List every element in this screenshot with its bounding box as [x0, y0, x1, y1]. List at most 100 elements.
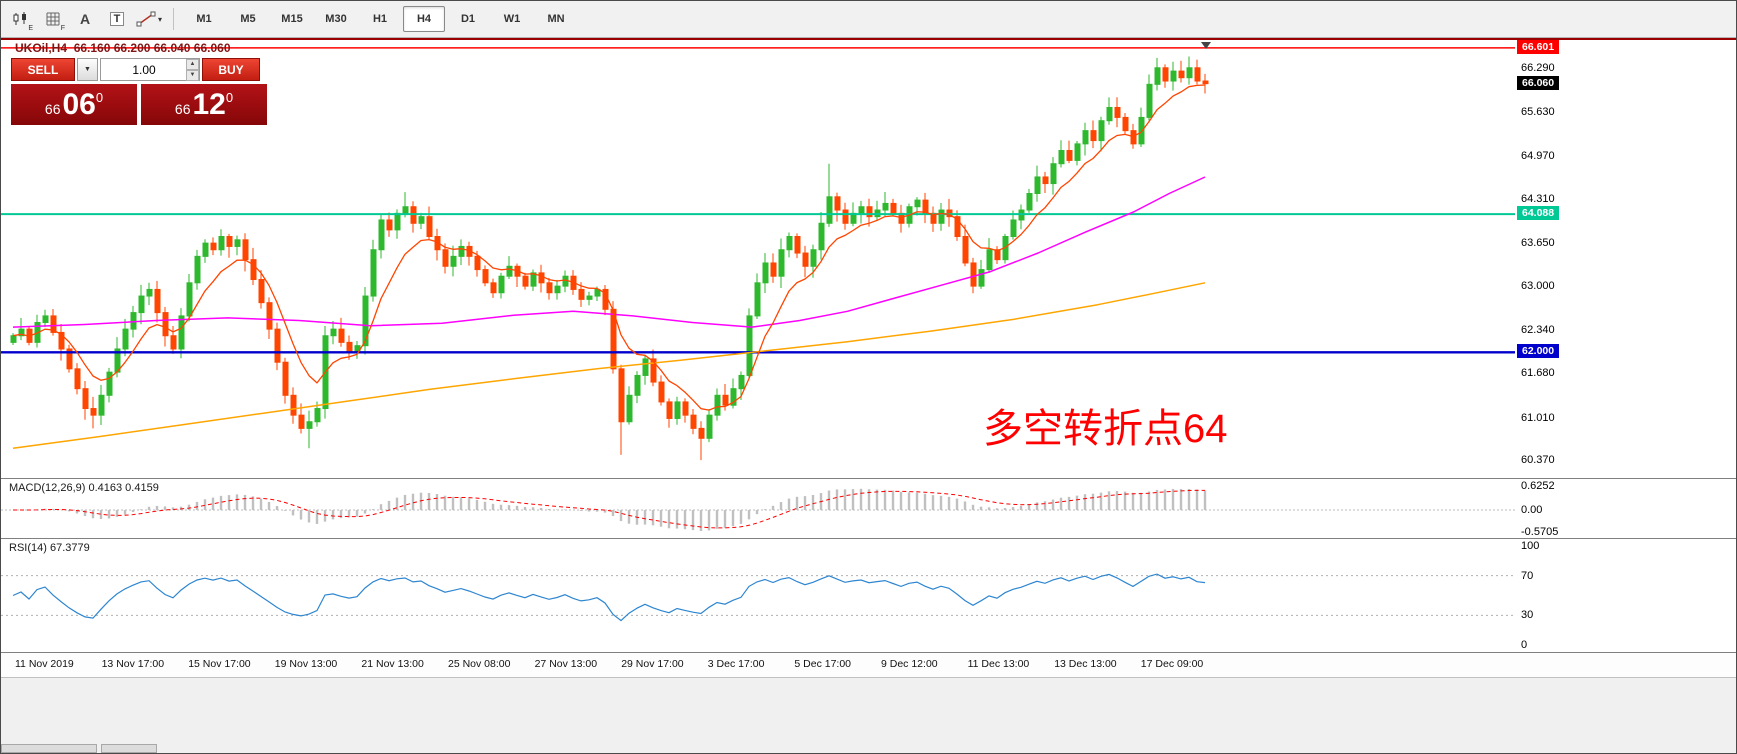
- text-template-button[interactable]: T: [102, 5, 132, 33]
- main-chart-panel[interactable]: 66.290 65.630 64.970 64.310 63.650 63.000 62.3…: [1, 38, 1736, 479]
- indicator-grid-button[interactable]: F: [38, 5, 68, 33]
- candle-body: [538, 272, 545, 284]
- candle-body: [1034, 176, 1041, 194]
- candle-body: [106, 371, 113, 396]
- timeframe-button-m5[interactable]: M5: [240, 13, 256, 25]
- timeframe-button-d1[interactable]: D1: [460, 13, 476, 25]
- line-studies-button[interactable]: ▾: [134, 5, 164, 33]
- candle-body: [954, 216, 961, 238]
- candle-body: [842, 209, 849, 224]
- rsi-chart[interactable]: [1, 539, 1515, 652]
- candle-body: [474, 255, 481, 271]
- candle-body: [434, 236, 441, 251]
- candle-body: [994, 249, 1001, 261]
- candle-body: [794, 236, 801, 254]
- volume-input[interactable]: [100, 58, 200, 81]
- candle-body: [658, 381, 665, 403]
- candle-body: [834, 196, 841, 211]
- time-axis-label: 27 Nov 13:00: [534, 658, 598, 670]
- candle-body: [1130, 130, 1137, 145]
- candle-body: [802, 252, 809, 267]
- candle-body: [218, 236, 225, 251]
- bottom-strip: [1, 678, 1736, 753]
- timeframe-button-m1[interactable]: M1: [196, 13, 212, 25]
- candle-body: [938, 209, 945, 224]
- horizontal-scrollbar-segment[interactable]: [101, 744, 157, 753]
- chart-title: UKOil,H4 66.160 66.200 66.040 66.060: [15, 41, 231, 55]
- time-axis-label: 21 Nov 13:00: [361, 658, 424, 670]
- macd-chart[interactable]: [1, 479, 1515, 538]
- timeframe-button-mn[interactable]: MN: [547, 13, 565, 25]
- candle-body: [746, 315, 753, 376]
- candle-body: [666, 401, 673, 419]
- bid-price-box[interactable]: 66 06 0: [11, 84, 137, 125]
- candle-body: [1050, 163, 1057, 185]
- candle-body: [642, 358, 649, 376]
- candle-body: [762, 262, 769, 284]
- candle-body: [618, 368, 625, 423]
- macd-panel[interactable]: MACD(12,26,9) 0.4163 0.4159 0.6252 0.00 -0…: [1, 479, 1736, 539]
- axis-label: 30: [1521, 609, 1534, 622]
- time-axis-label: 9 Dec 12:00: [881, 658, 938, 670]
- time-axis-label: 3 Dec 17:00: [707, 658, 765, 670]
- candle-body: [1122, 116, 1129, 132]
- candle-body: [274, 328, 281, 363]
- candle-body: [234, 239, 241, 247]
- candle-body: [210, 242, 217, 251]
- ask-price-sup: 0: [225, 90, 234, 105]
- axis-label: 100: [1521, 539, 1540, 552]
- candle-body: [1162, 67, 1169, 82]
- timeframe-button-h1[interactable]: H1: [372, 13, 388, 25]
- sell-button[interactable]: SELL: [11, 58, 75, 81]
- volume-spin-up-icon[interactable]: ▲: [186, 59, 199, 70]
- text-label-button[interactable]: A: [70, 5, 100, 33]
- ask-price-box[interactable]: 66 12 0: [141, 84, 267, 125]
- candle-body: [866, 206, 873, 218]
- candle-body: [986, 249, 993, 271]
- candle-body: [1066, 149, 1073, 161]
- candle-body: [970, 262, 977, 287]
- timeframe-button-h4[interactable]: H4: [403, 6, 445, 32]
- candle-body: [58, 331, 65, 350]
- rsi-panel[interactable]: RSI(14) 67.3779 100 70 30 0: [1, 539, 1736, 653]
- price-badge: 66.060: [1517, 75, 1560, 90]
- chevron-down-icon: ▾: [157, 14, 162, 24]
- candle-body: [186, 282, 193, 317]
- candle-body: [290, 394, 297, 416]
- candle-body: [346, 341, 353, 353]
- volume-dropdown-button[interactable]: ▼: [77, 58, 98, 81]
- bid-price-sup: 0: [95, 90, 104, 105]
- volume-spin-down-icon[interactable]: ▼: [186, 70, 199, 81]
- candlestick-chart[interactable]: [1, 40, 1515, 478]
- candle-body: [402, 206, 409, 214]
- horizontal-scrollbar-segment[interactable]: [1, 744, 97, 753]
- timeframe-button-w1[interactable]: W1: [503, 13, 521, 25]
- candle-body: [1074, 143, 1081, 161]
- candle-body: [1010, 219, 1017, 238]
- ma-fast-line: [12, 84, 1206, 411]
- price-badge: 64.088: [1517, 206, 1560, 221]
- line-studies-icon: [136, 11, 156, 27]
- candle-body: [1146, 83, 1153, 118]
- candle-body: [962, 236, 969, 264]
- candle-body: [546, 282, 553, 294]
- candle-body: [1042, 176, 1049, 185]
- macd-axis: 0.6252 0.00 -0.5705: [1517, 479, 1736, 538]
- chart-shift-marker[interactable]: [1201, 42, 1211, 49]
- timeframe-button-m30[interactable]: M30: [325, 13, 347, 25]
- axis-label: 0: [1521, 639, 1528, 652]
- candle-body: [1098, 120, 1105, 142]
- candle-body: [178, 315, 185, 350]
- candle-body: [442, 249, 449, 267]
- candle-body: [362, 295, 369, 347]
- chart-window-button[interactable]: E: [6, 5, 36, 33]
- candle-body: [770, 262, 777, 277]
- candle-body: [74, 368, 81, 390]
- candle-body: [706, 414, 713, 439]
- timeframe-button-m15[interactable]: M15: [281, 13, 303, 25]
- candle-body: [298, 414, 305, 429]
- buy-button[interactable]: BUY: [202, 58, 260, 81]
- one-click-trading-panel: SELL ▼ ▲ ▼ BUY 66 06 0 66: [11, 58, 267, 125]
- candle-body: [194, 255, 201, 284]
- candle-body: [890, 202, 897, 214]
